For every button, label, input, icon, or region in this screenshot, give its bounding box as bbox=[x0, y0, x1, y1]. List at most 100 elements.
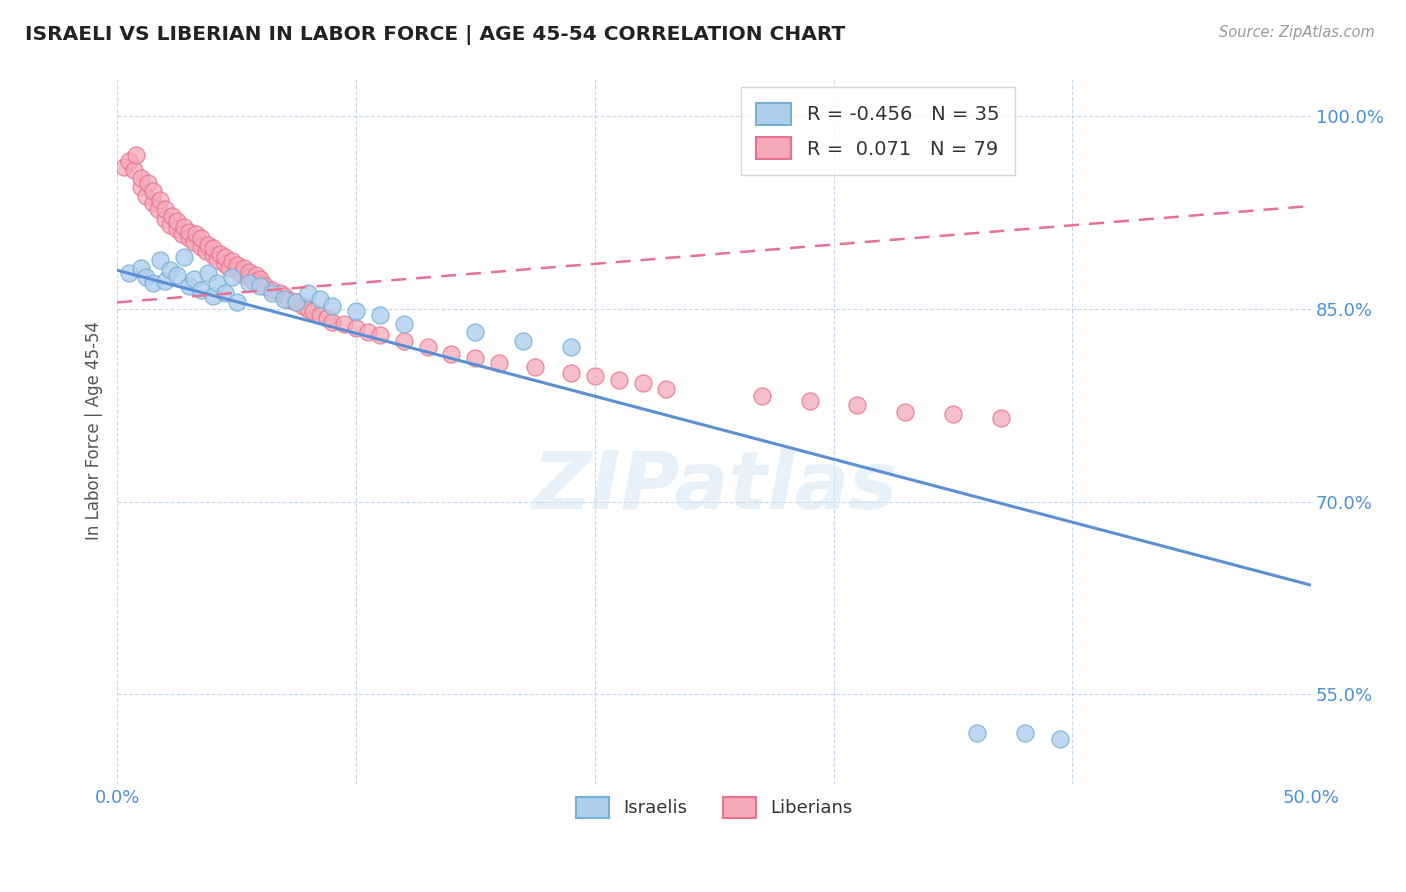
Point bbox=[344, 304, 367, 318]
Point bbox=[112, 161, 135, 175]
Point bbox=[135, 269, 157, 284]
Point bbox=[799, 394, 821, 409]
Point bbox=[214, 257, 236, 271]
Y-axis label: In Labor Force | Age 45-54: In Labor Force | Age 45-54 bbox=[86, 321, 103, 541]
Point bbox=[153, 202, 176, 216]
Point bbox=[238, 276, 260, 290]
Point bbox=[170, 227, 193, 242]
Point bbox=[297, 301, 319, 316]
Point bbox=[285, 295, 308, 310]
Point bbox=[254, 278, 277, 293]
Point bbox=[149, 252, 172, 267]
Point bbox=[177, 225, 200, 239]
Point bbox=[278, 293, 301, 307]
Point bbox=[129, 170, 152, 185]
Point bbox=[464, 325, 486, 339]
Point bbox=[316, 310, 339, 325]
Text: Source: ZipAtlas.com: Source: ZipAtlas.com bbox=[1219, 25, 1375, 40]
Point bbox=[159, 263, 181, 277]
Point bbox=[221, 254, 243, 268]
Point bbox=[297, 286, 319, 301]
Point bbox=[183, 235, 205, 249]
Text: ZIPatlas: ZIPatlas bbox=[531, 449, 897, 526]
Point bbox=[129, 179, 152, 194]
Point bbox=[655, 382, 678, 396]
Point bbox=[201, 289, 224, 303]
Point bbox=[183, 272, 205, 286]
Point bbox=[190, 240, 212, 254]
Point bbox=[285, 295, 308, 310]
Point bbox=[173, 219, 195, 234]
Point bbox=[273, 292, 295, 306]
Point bbox=[392, 334, 415, 348]
Point bbox=[560, 340, 582, 354]
Point bbox=[184, 227, 207, 242]
Point bbox=[321, 299, 343, 313]
Point bbox=[214, 251, 236, 265]
Point bbox=[1014, 726, 1036, 740]
Point bbox=[166, 222, 188, 236]
Point bbox=[249, 276, 271, 290]
Point bbox=[966, 726, 988, 740]
Point bbox=[416, 340, 439, 354]
Point bbox=[607, 372, 630, 386]
Point bbox=[225, 263, 247, 277]
Point bbox=[249, 278, 271, 293]
Point bbox=[118, 153, 141, 168]
Point bbox=[583, 368, 606, 383]
Point bbox=[197, 266, 219, 280]
Point bbox=[440, 347, 463, 361]
Point bbox=[129, 260, 152, 275]
Point bbox=[392, 318, 415, 332]
Point bbox=[118, 266, 141, 280]
Point bbox=[207, 252, 229, 267]
Point bbox=[153, 274, 176, 288]
Point bbox=[190, 283, 212, 297]
Point bbox=[333, 318, 356, 332]
Point bbox=[207, 276, 229, 290]
Point bbox=[177, 278, 200, 293]
Point bbox=[125, 147, 148, 161]
Point bbox=[321, 315, 343, 329]
Point bbox=[302, 304, 325, 318]
Point bbox=[273, 289, 295, 303]
Point bbox=[142, 184, 165, 198]
Point bbox=[232, 260, 254, 275]
Point bbox=[177, 231, 200, 245]
Point bbox=[751, 389, 773, 403]
Point bbox=[218, 260, 240, 275]
Point bbox=[136, 176, 159, 190]
Point bbox=[560, 366, 582, 380]
Point bbox=[231, 267, 253, 281]
Point bbox=[942, 407, 965, 421]
Point bbox=[990, 411, 1012, 425]
Point bbox=[894, 404, 917, 418]
Point bbox=[214, 286, 236, 301]
Point bbox=[197, 237, 219, 252]
Point bbox=[142, 196, 165, 211]
Point bbox=[368, 308, 391, 322]
Point bbox=[524, 359, 547, 374]
Point bbox=[262, 283, 284, 297]
Point bbox=[249, 272, 271, 286]
Point bbox=[166, 268, 188, 283]
Point bbox=[153, 211, 176, 226]
Point bbox=[242, 274, 264, 288]
Point bbox=[245, 268, 267, 283]
Point bbox=[846, 398, 869, 412]
Point bbox=[201, 248, 224, 262]
Point bbox=[357, 325, 380, 339]
Point bbox=[262, 286, 284, 301]
Point bbox=[190, 231, 212, 245]
Point bbox=[309, 308, 332, 322]
Point bbox=[292, 299, 315, 313]
Point bbox=[464, 351, 486, 365]
Text: ISRAELI VS LIBERIAN IN LABOR FORCE | AGE 45-54 CORRELATION CHART: ISRAELI VS LIBERIAN IN LABOR FORCE | AGE… bbox=[25, 25, 845, 45]
Point bbox=[160, 209, 183, 223]
Point bbox=[1049, 732, 1071, 747]
Point bbox=[225, 295, 247, 310]
Point bbox=[344, 321, 367, 335]
Point bbox=[238, 264, 260, 278]
Point bbox=[159, 219, 181, 233]
Point bbox=[194, 244, 217, 258]
